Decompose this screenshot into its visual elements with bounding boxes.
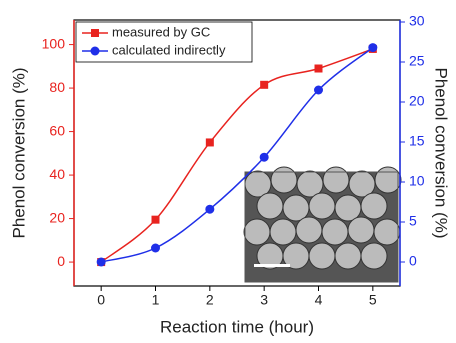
y2-tick-label: 25 (409, 53, 425, 69)
marker (314, 86, 323, 95)
y-axis-label: Phenol conversion (%) (9, 67, 28, 238)
marker (260, 153, 269, 162)
y-tick-label: 20 (49, 209, 65, 225)
x-tick-label: 2 (206, 292, 214, 308)
inset-spheres (244, 167, 401, 269)
y2-tick-label: 0 (409, 253, 417, 269)
x-axis-label: Reaction time (hour) (160, 317, 314, 336)
x-tick-label: 4 (315, 292, 323, 308)
y2-tick-label: 30 (409, 13, 425, 29)
marker (205, 205, 214, 214)
x-tick-label: 1 (152, 292, 160, 308)
scale-bar (254, 264, 290, 267)
y2-axis-label: Phenol conversion (%) (432, 67, 451, 238)
marker (97, 258, 106, 267)
marker (152, 216, 160, 224)
x-tick-label: 0 (97, 292, 105, 308)
y-tick-label: 40 (49, 166, 65, 182)
y-tick-label: 0 (57, 253, 65, 269)
legend-label: calculated indirectly (112, 42, 226, 57)
legend-marker (91, 29, 99, 37)
marker (260, 81, 268, 89)
legend: measured by GC calculated indirectly (76, 22, 252, 62)
marker (315, 65, 323, 73)
y2-tick-label: 15 (409, 133, 425, 149)
marker (368, 43, 377, 52)
marker (206, 138, 214, 146)
inset-image (244, 167, 401, 282)
y-tick-label: 100 (42, 35, 66, 51)
y2-tick-label: 5 (409, 213, 417, 229)
y2-tick-label: 20 (409, 93, 425, 109)
marker (151, 244, 160, 253)
x-tick-label: 3 (260, 292, 268, 308)
y2-tick-label: 10 (409, 173, 425, 189)
y-tick-label: 60 (49, 122, 65, 138)
chart: Reaction time (hour) Phenol conversion (… (0, 0, 456, 343)
legend-label: measured by GC (112, 24, 210, 39)
legend-marker (91, 47, 100, 56)
x-tick-label: 5 (369, 292, 377, 308)
y-tick-label: 80 (49, 79, 65, 95)
